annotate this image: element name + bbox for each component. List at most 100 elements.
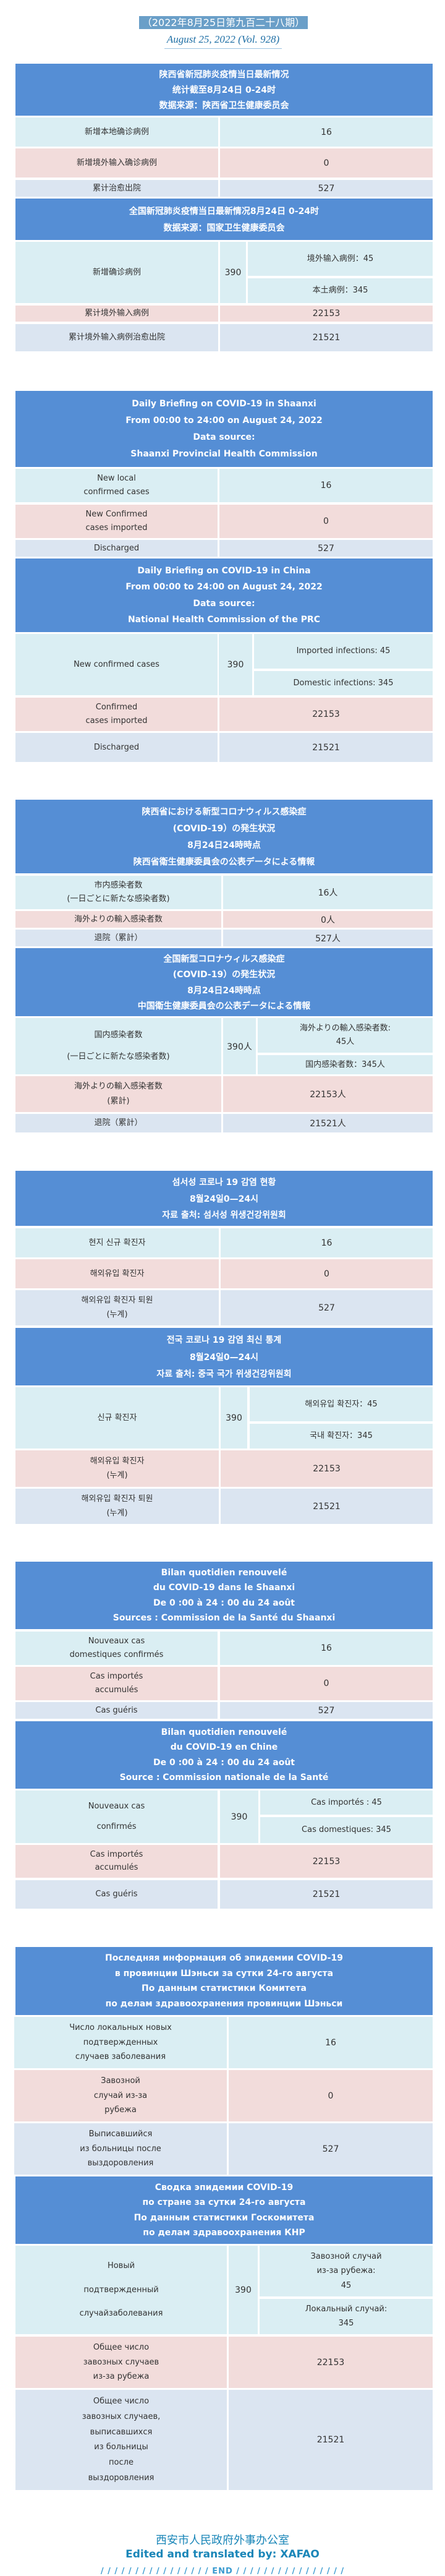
national-row-label-line: (누계): [106, 1471, 128, 1481]
national-row-value: 21521: [221, 1489, 433, 1524]
national-row-label-line: 累计境外输入病例治愈出院: [68, 333, 165, 342]
province-row-value-text: 16: [321, 127, 332, 137]
province-row-value-text: 527: [318, 1303, 335, 1313]
end-label: END: [212, 2567, 233, 2576]
national-row-value-text: 22153: [313, 1463, 341, 1474]
imported-cases: 境外输入病例：45: [248, 242, 433, 276]
national-table-header: 全国新型コロナウィルス感染症 (COVID-19）の発生状況 8月24日24時時点中…: [15, 948, 433, 1016]
imported-cases-line: 해외유입 확진자：45: [305, 1399, 378, 1409]
imported-cases-line: из-за рубежа:: [316, 2266, 376, 2275]
province-row-value: 0: [220, 148, 433, 178]
national-row-label-line: accumulés: [95, 1863, 138, 1873]
province-row-label-line: 현지 신규 확진자: [88, 1238, 146, 1247]
province-row-label: Выписавшийся из больницы после выздоровлен…: [14, 2123, 227, 2175]
province-row-label-line: Discharged: [93, 543, 140, 553]
new-cases-total-text: 390: [227, 659, 244, 670]
national-row-value: 21521: [220, 324, 433, 351]
new-cases-total: 390: [219, 634, 252, 695]
national-row-value: 21521: [229, 2390, 433, 2490]
province-row-value: 527: [221, 1290, 433, 1325]
province-row-value: 16: [221, 1228, 433, 1257]
province-row-value-text: 0: [323, 1679, 329, 1688]
domestic-cases: 국내 확진자：345: [250, 1424, 433, 1448]
national-row-label-line: 해외유입 확진자 퇴원: [81, 1494, 153, 1504]
national-table-header-line: 8月24日24時時点: [187, 985, 261, 996]
new-cases-total-text: 390: [231, 1812, 248, 1822]
province-row-label-line: выздоровления: [87, 2159, 154, 2168]
province-row-label-line: случаев заболевания: [75, 2052, 166, 2062]
imported-cases-line: 海外よりの輸入感染者数:: [299, 1023, 391, 1033]
new-cases-label-line: Новый: [107, 2261, 135, 2270]
province-row-value-text: 16: [321, 1238, 333, 1248]
province-row-label-line: cases imported: [85, 523, 148, 533]
province-table-header-line: 陕西省新冠肺炎疫情当日最新情况: [159, 70, 289, 80]
imported-cases: Завозной случай из-за рубежа: 45: [260, 2246, 433, 2296]
province-row-label-line: Завозной: [101, 2076, 140, 2086]
domestic-cases-line: Cas domestiques: 345: [302, 1825, 391, 1834]
national-row-label: Discharged: [15, 733, 218, 762]
new-cases-label: Nouveaux cas confirmés: [15, 1791, 218, 1843]
new-cases-label-line: (一日ごとに新たな感染者数): [67, 1051, 170, 1061]
province-row-value: 0: [229, 2070, 433, 2121]
national-row-value: 22153: [219, 698, 433, 731]
new-cases-label-line: 国内感染者数: [94, 1030, 143, 1040]
province-row-label: 현지 신규 확진자: [15, 1228, 219, 1257]
imported-cases-line: 45人: [336, 1037, 355, 1047]
domestic-cases: 本土病例：345: [248, 278, 433, 303]
national-row-label: 累计境外输入病例: [15, 306, 218, 322]
domestic-cases-line: 국내 확진자：345: [310, 1431, 373, 1440]
national-row-value: 21521人: [223, 1114, 433, 1132]
province-row-label-line: 市内感染者数: [94, 881, 143, 890]
province-table-header: Bilan quotidien renouvelé du COVID-19 dan…: [15, 1562, 433, 1629]
slash-decoration: / / / / / / / / / / / / / / / /: [100, 2567, 213, 2576]
national-table-header-line: По данным статистики Госкомитета: [134, 2212, 315, 2223]
province-row-label: Cas guéris: [15, 1702, 218, 1719]
national-row-label: 累计境外输入病例治愈出院: [15, 324, 218, 351]
national-table-header-line: De 0 :00 à 24 : 00 du 24 août: [153, 1757, 295, 1768]
province-row-label: Discharged: [15, 540, 218, 557]
province-row-label: 新增本地确诊病例: [15, 118, 218, 147]
province-table-header: 陕西省における新型コロナウィルス感染症 (COVID-19）の発生状況 8月24日2…: [15, 800, 433, 873]
national-table-header-line: Bilan quotidien renouvelé: [161, 1727, 287, 1738]
province-row-label: 해외유입 확진자: [15, 1259, 219, 1288]
national-table-header-line: 자료 출처: 중국 국가 위생건강위원회: [156, 1369, 292, 1379]
imported-cases-line: Cas importés : 45: [311, 1797, 382, 1807]
province-table-header-line: по делам здравоохранения провинции Шэньс…: [105, 1998, 343, 2009]
imported-cases-line: 境外输入病例：45: [307, 254, 374, 263]
new-cases-label-line: 신규 확진자: [97, 1413, 137, 1423]
province-table-header-line: 数据来源：陕西省卫生健康委员会: [159, 101, 289, 111]
national-row-value: 22153: [220, 306, 433, 322]
province-row-value-text: 527人: [315, 933, 341, 944]
national-row-label-line: выздоровления: [88, 2473, 155, 2483]
imported-cases-line: Завозной случай: [310, 2251, 382, 2261]
new-cases-total-text: 390: [226, 1413, 242, 1423]
province-table-header-line: du COVID-19 dans le Shaanxi: [153, 1583, 295, 1593]
issue-tag: （2022年8月25日第九百二十八期）: [139, 16, 308, 29]
province-table-header-line: 자료 출처: 섬서성 위생건강위원회: [162, 1210, 286, 1220]
imported-cases-line: 45: [341, 2280, 352, 2290]
province-table-header-line: в провинции Шэньси за сутки 24-го август…: [114, 1968, 334, 1979]
issue-date: August 25, 2022 (Vol. 928): [164, 32, 282, 49]
province-table-header-line: Последняя информация об эпидемии COVID-1…: [105, 1953, 343, 1964]
province-row-value: 16: [220, 1632, 433, 1665]
province-row-value: 0: [221, 1259, 433, 1288]
province-table-header-line: 8月24日24時時点: [187, 841, 261, 850]
province-row-label-line: New local: [97, 474, 136, 483]
province-row-label-line: New Confirmed: [85, 510, 148, 519]
province-row-label-line: confirmed cases: [83, 487, 150, 497]
national-row-label-line: из-за рубежа: [93, 2372, 150, 2382]
province-row-label: Cas importés accumulés: [15, 1667, 218, 1700]
imported-cases: Imported infections: 45: [254, 634, 433, 669]
national-row-label-line: Общее число: [93, 2396, 150, 2406]
domestic-cases: Cas domestiques: 345: [260, 1817, 433, 1843]
national-row-value-text: 22153: [312, 309, 341, 319]
national-row-value: 22153人: [223, 1076, 433, 1112]
province-row-label-line: 해외유입 확진자: [90, 1269, 145, 1278]
national-table-header-line: Сводка эпидемии COVID-19: [155, 2183, 294, 2193]
new-cases-label-line: подтвержденный: [83, 2285, 159, 2295]
new-cases-total: 390: [229, 2246, 258, 2334]
province-row-value-text: 16人: [318, 888, 338, 898]
national-row-label-line: 해외유입 확진자: [90, 1456, 145, 1466]
national-row-label: Cas guéris: [15, 1880, 218, 1909]
new-cases-total-text: 390: [235, 2285, 252, 2295]
